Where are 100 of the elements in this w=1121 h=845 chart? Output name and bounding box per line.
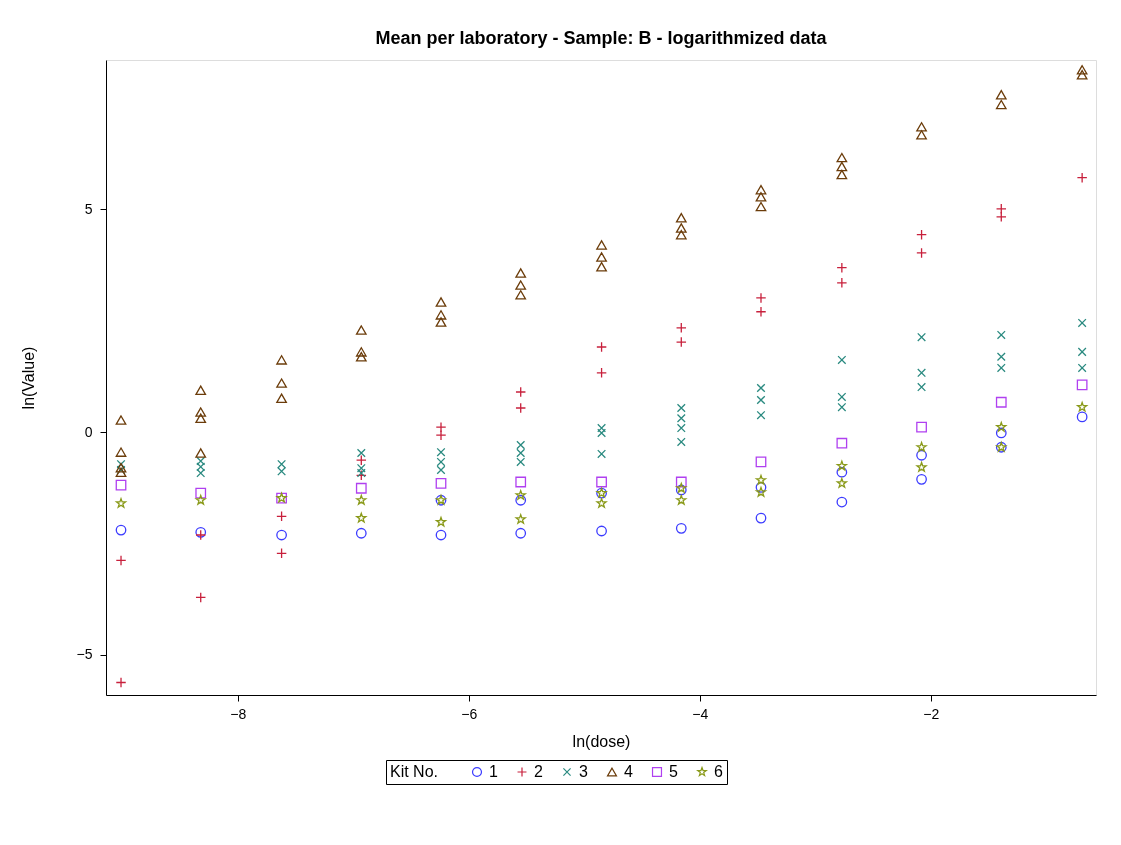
point: [356, 512, 367, 523]
chart-title: Mean per laboratory - Sample: B - logarithmized data: [375, 28, 828, 48]
point: [515, 280, 527, 290]
point: [756, 395, 766, 405]
point: [515, 386, 527, 398]
point: [916, 421, 927, 433]
point: [515, 494, 527, 506]
point: [435, 516, 447, 527]
point: [516, 448, 526, 458]
point: [115, 524, 127, 536]
point: [596, 497, 607, 508]
point: [436, 465, 446, 475]
point: [276, 355, 287, 365]
point: [836, 262, 848, 274]
point: [115, 677, 127, 688]
point: [195, 448, 207, 458]
point: [436, 457, 446, 467]
point: [917, 368, 927, 378]
legend-label: 3: [579, 763, 588, 780]
point: [1076, 69, 1088, 80]
point: [435, 310, 447, 320]
x-axis-title: ln(dose): [572, 732, 631, 750]
point: [836, 477, 848, 488]
point: [115, 497, 127, 508]
point: [836, 437, 848, 449]
point: [435, 429, 447, 441]
point: [676, 413, 686, 423]
point: [837, 402, 847, 412]
point: [996, 421, 1007, 432]
point: [596, 252, 607, 262]
point: [515, 514, 526, 524]
point: [836, 161, 848, 172]
point: [276, 393, 287, 403]
point: [515, 527, 527, 539]
point: [195, 487, 207, 499]
point: [515, 489, 526, 500]
point: [1076, 411, 1088, 423]
point: [355, 347, 367, 357]
point: [355, 454, 367, 466]
point: [995, 99, 1007, 110]
point: [355, 352, 367, 362]
legend-label: 1: [489, 763, 498, 780]
point: [356, 494, 367, 505]
point: [836, 152, 848, 163]
point: [916, 473, 927, 485]
point: [435, 317, 447, 327]
point: [755, 481, 767, 493]
point: [755, 474, 767, 485]
point: [196, 468, 206, 478]
point: [1076, 172, 1088, 184]
point: [1077, 318, 1087, 328]
point: [355, 527, 367, 539]
point: [277, 459, 287, 469]
point: [995, 90, 1007, 100]
point: [836, 496, 848, 508]
point: [676, 494, 687, 505]
point: [916, 441, 927, 452]
point: [116, 459, 126, 469]
point: [195, 413, 207, 424]
point: [597, 449, 607, 459]
y-tick-label: 5: [84, 200, 93, 217]
point: [596, 240, 607, 250]
point: [755, 192, 767, 202]
point: [675, 336, 687, 348]
point: [597, 428, 607, 438]
point: [596, 367, 607, 379]
point: [435, 297, 447, 307]
point: [836, 169, 848, 180]
x-tick-label: −4: [692, 705, 709, 722]
point: [596, 341, 607, 353]
point: [435, 529, 447, 541]
point: [115, 447, 127, 457]
point: [756, 410, 766, 420]
x-tick-label: −6: [461, 705, 478, 722]
point: [355, 325, 367, 335]
legend-title: Kit No.: [390, 763, 439, 780]
point: [1076, 401, 1088, 412]
point: [916, 461, 927, 472]
point: [1076, 65, 1088, 75]
point: [836, 277, 848, 289]
point: [276, 378, 287, 388]
point: [515, 476, 527, 488]
point: [755, 512, 767, 524]
point: [995, 211, 1007, 223]
point: [916, 247, 927, 259]
point: [675, 229, 687, 240]
point: [836, 466, 848, 478]
point: [435, 477, 447, 489]
point: [1076, 379, 1088, 391]
point: [196, 462, 206, 472]
legend-label: 2: [534, 763, 543, 780]
point: [516, 440, 526, 450]
point: [675, 522, 687, 534]
point: [355, 482, 367, 494]
point: [675, 212, 687, 223]
point: [675, 322, 687, 334]
point: [917, 382, 927, 392]
point: [916, 449, 927, 461]
point: [996, 330, 1006, 340]
point: [837, 355, 847, 365]
